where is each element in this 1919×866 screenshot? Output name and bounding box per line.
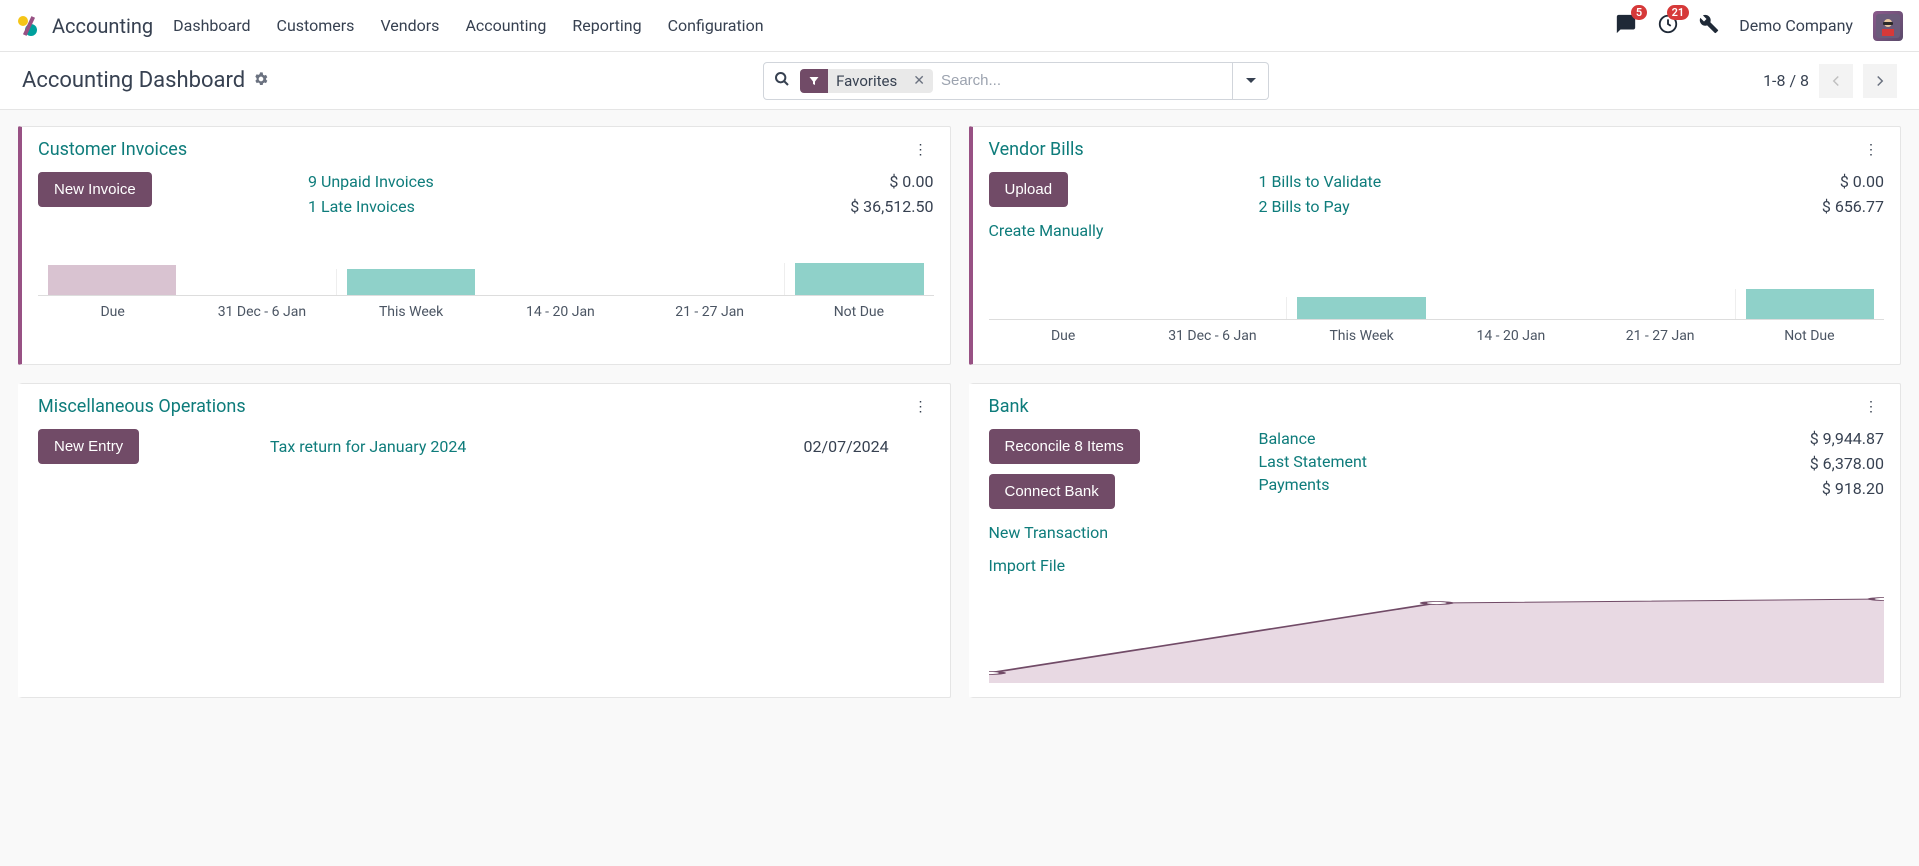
filter-chip: Favorites ✕ [800, 69, 933, 93]
subbar: Accounting Dashboard Favorites ✕ 1-8 / 8 [0, 52, 1919, 110]
nav-customers[interactable]: Customers [277, 16, 355, 35]
topbar: Accounting Dashboard Customers Vendors A… [0, 0, 1919, 52]
connect-bank-button[interactable]: Connect Bank [989, 474, 1115, 509]
pager-next-icon[interactable] [1863, 64, 1897, 98]
dashboard-grid: Customer Invoices ⋮ New Invoice 9 Unpaid… [0, 110, 1919, 714]
amount: $ 6,378.00 [1724, 454, 1884, 473]
kebab-icon[interactable]: ⋮ [1858, 397, 1884, 417]
messages-badge: 5 [1631, 5, 1647, 20]
card-title[interactable]: Customer Invoices [38, 139, 187, 160]
new-entry-button[interactable]: New Entry [38, 429, 139, 464]
amount: $ 0.00 [1704, 172, 1884, 191]
late-invoices-link[interactable]: 1 Late Invoices [308, 197, 744, 216]
gear-icon[interactable] [253, 68, 269, 93]
balance-label[interactable]: Balance [1259, 429, 1715, 448]
new-invoice-button[interactable]: New Invoice [38, 172, 152, 207]
invoice-bar-chart: Due31 Dec - 6 JanThis Week14 - 20 Jan21 … [38, 236, 934, 326]
kebab-icon[interactable]: ⋮ [908, 397, 934, 417]
kebab-icon[interactable]: ⋮ [908, 140, 934, 160]
search-box: Favorites ✕ [763, 62, 1233, 100]
pager-text[interactable]: 1-8 / 8 [1763, 71, 1809, 90]
amount: $ 36,512.50 [754, 197, 934, 216]
create-manually-link[interactable]: Create Manually [989, 221, 1104, 240]
card-title[interactable]: Vendor Bills [989, 139, 1084, 160]
app-name[interactable]: Accounting [52, 14, 153, 38]
card-title[interactable]: Bank [989, 396, 1029, 417]
pager-prev-icon[interactable] [1819, 64, 1853, 98]
activities-icon[interactable]: 21 [1657, 13, 1679, 39]
amount: $ 9,944.87 [1724, 429, 1884, 448]
search-icon[interactable] [764, 71, 800, 91]
misc-date: 02/07/2024 [804, 437, 934, 456]
messages-icon[interactable]: 5 [1615, 13, 1637, 39]
bank-line-chart [989, 593, 1885, 683]
kebab-icon[interactable]: ⋮ [1858, 140, 1884, 160]
app-logo[interactable] [16, 14, 40, 38]
amount: $ 0.00 [754, 172, 934, 191]
topright: 5 21 Demo Company [1615, 11, 1903, 41]
tax-return-link[interactable]: Tax return for January 2024 [270, 437, 792, 456]
payments-label[interactable]: Payments [1259, 475, 1715, 494]
import-file-link[interactable]: Import File [989, 556, 1066, 575]
bills-bar-chart: Due31 Dec - 6 JanThis Week14 - 20 Jan21 … [989, 260, 1885, 350]
bills-pay-link[interactable]: 2 Bills to Pay [1259, 197, 1695, 216]
card-misc-ops: Miscellaneous Operations ⋮ New Entry Tax… [18, 383, 951, 698]
nav-vendors[interactable]: Vendors [380, 16, 439, 35]
filter-remove-icon[interactable]: ✕ [905, 73, 933, 89]
new-transaction-link[interactable]: New Transaction [989, 523, 1109, 542]
upload-button[interactable]: Upload [989, 172, 1069, 207]
nav-reporting[interactable]: Reporting [572, 16, 641, 35]
tools-icon[interactable] [1699, 14, 1719, 38]
funnel-icon [800, 69, 828, 93]
user-avatar[interactable] [1873, 11, 1903, 41]
amount: $ 918.20 [1724, 479, 1884, 498]
last-statement-label[interactable]: Last Statement [1259, 452, 1715, 471]
nav-dashboard[interactable]: Dashboard [173, 16, 250, 35]
search-dropdown-icon[interactable] [1233, 62, 1269, 100]
amount: $ 656.77 [1704, 197, 1884, 216]
pager: 1-8 / 8 [1763, 64, 1897, 98]
nav: Dashboard Customers Vendors Accounting R… [173, 16, 763, 35]
search-input[interactable] [937, 72, 1232, 89]
nav-configuration[interactable]: Configuration [668, 16, 764, 35]
reconcile-button[interactable]: Reconcile 8 Items [989, 429, 1140, 464]
bills-validate-link[interactable]: 1 Bills to Validate [1259, 172, 1695, 191]
card-bank: Bank ⋮ Reconcile 8 Items Connect Bank Ne… [969, 383, 1902, 698]
card-vendor-bills: Vendor Bills ⋮ Upload Create Manually 1 … [969, 126, 1902, 365]
page-title: Accounting Dashboard [22, 68, 245, 93]
card-customer-invoices: Customer Invoices ⋮ New Invoice 9 Unpaid… [18, 126, 951, 365]
filter-label[interactable]: Favorites [828, 72, 905, 90]
card-title[interactable]: Miscellaneous Operations [38, 396, 246, 417]
activities-badge: 21 [1667, 5, 1690, 20]
page-title-wrap: Accounting Dashboard [22, 68, 269, 93]
unpaid-invoices-link[interactable]: 9 Unpaid Invoices [308, 172, 744, 191]
company-name[interactable]: Demo Company [1739, 16, 1853, 35]
nav-accounting[interactable]: Accounting [465, 16, 546, 35]
